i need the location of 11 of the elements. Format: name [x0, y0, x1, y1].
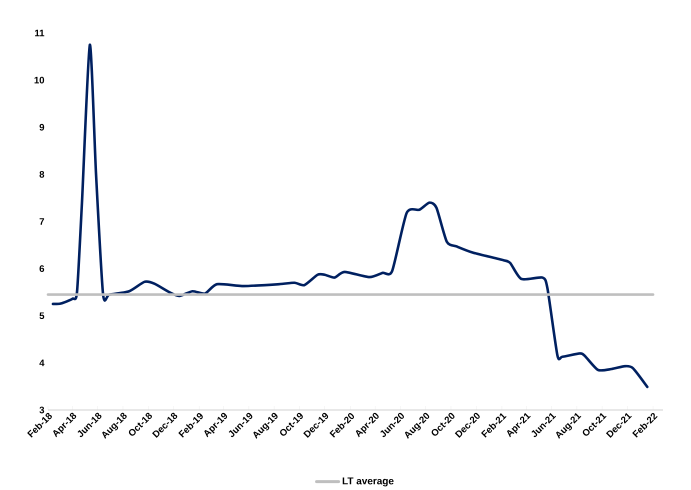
line-series	[52, 44, 649, 388]
y-tick-label: 10	[34, 76, 44, 84]
y-tick-label: 3	[39, 406, 44, 414]
y-tick-label: 9	[40, 124, 44, 131]
y-tick-label: 7	[40, 218, 44, 225]
y-tick-label: 6	[40, 265, 44, 272]
y-tick-label: 5	[40, 312, 44, 320]
legend-label: LT average	[342, 478, 394, 487]
y-tick-label: 11	[35, 30, 44, 36]
y-tick-label: 8	[40, 171, 44, 178]
y-tick-label: 4	[39, 360, 44, 366]
